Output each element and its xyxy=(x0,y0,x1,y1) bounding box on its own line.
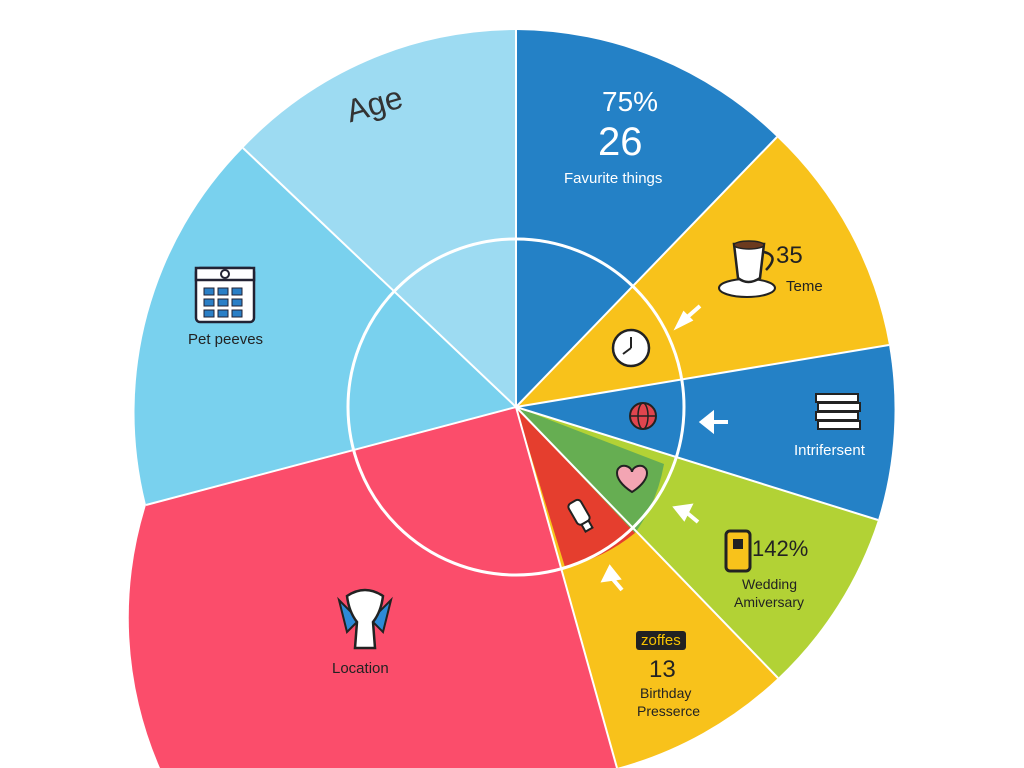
globe-icon xyxy=(629,402,657,430)
favorite-things-percent: 75% xyxy=(602,86,659,117)
favorite-things-label: Favurite things xyxy=(564,170,663,187)
intrifersent-label: Intrifersent xyxy=(794,442,865,459)
segment-intrifersent xyxy=(516,345,895,520)
pet-peeves-label: Pet peeves xyxy=(188,331,264,348)
coffee-cup-icon xyxy=(718,240,776,298)
segment-teme xyxy=(516,137,889,407)
segment-favorite-things xyxy=(516,30,777,407)
phone-icon xyxy=(724,529,752,573)
teme-label: Teme xyxy=(786,278,823,295)
clock-icon xyxy=(611,328,651,368)
calendar-icon xyxy=(194,266,256,324)
trophy-icon xyxy=(337,588,393,650)
bottle-icon xyxy=(567,498,594,533)
inner-wedge-red xyxy=(516,407,635,567)
books-icon xyxy=(815,393,861,430)
segment-separators xyxy=(145,30,890,768)
favorite-things-value: 26 xyxy=(598,120,643,164)
inner-wedge-green xyxy=(516,407,664,533)
birthday-value: 13 xyxy=(649,656,676,683)
segment-age xyxy=(243,30,516,407)
arrow-icon xyxy=(600,304,728,592)
heart-icon xyxy=(616,464,648,494)
wedding-label-line1: Wedding xyxy=(742,576,798,592)
wedding-percent: 142% xyxy=(752,536,809,561)
birthday-label-line2: Presserce xyxy=(637,703,701,719)
birthday-badge: zoffes xyxy=(636,631,686,650)
segment-location xyxy=(128,407,617,768)
wedding-label-line2: Amiversary xyxy=(734,594,805,610)
segment-pet-peeves xyxy=(134,148,517,505)
teme-value: 35 xyxy=(776,242,803,269)
birthday-label-line1: Birthday xyxy=(640,685,692,701)
location-label: Location xyxy=(332,660,389,677)
